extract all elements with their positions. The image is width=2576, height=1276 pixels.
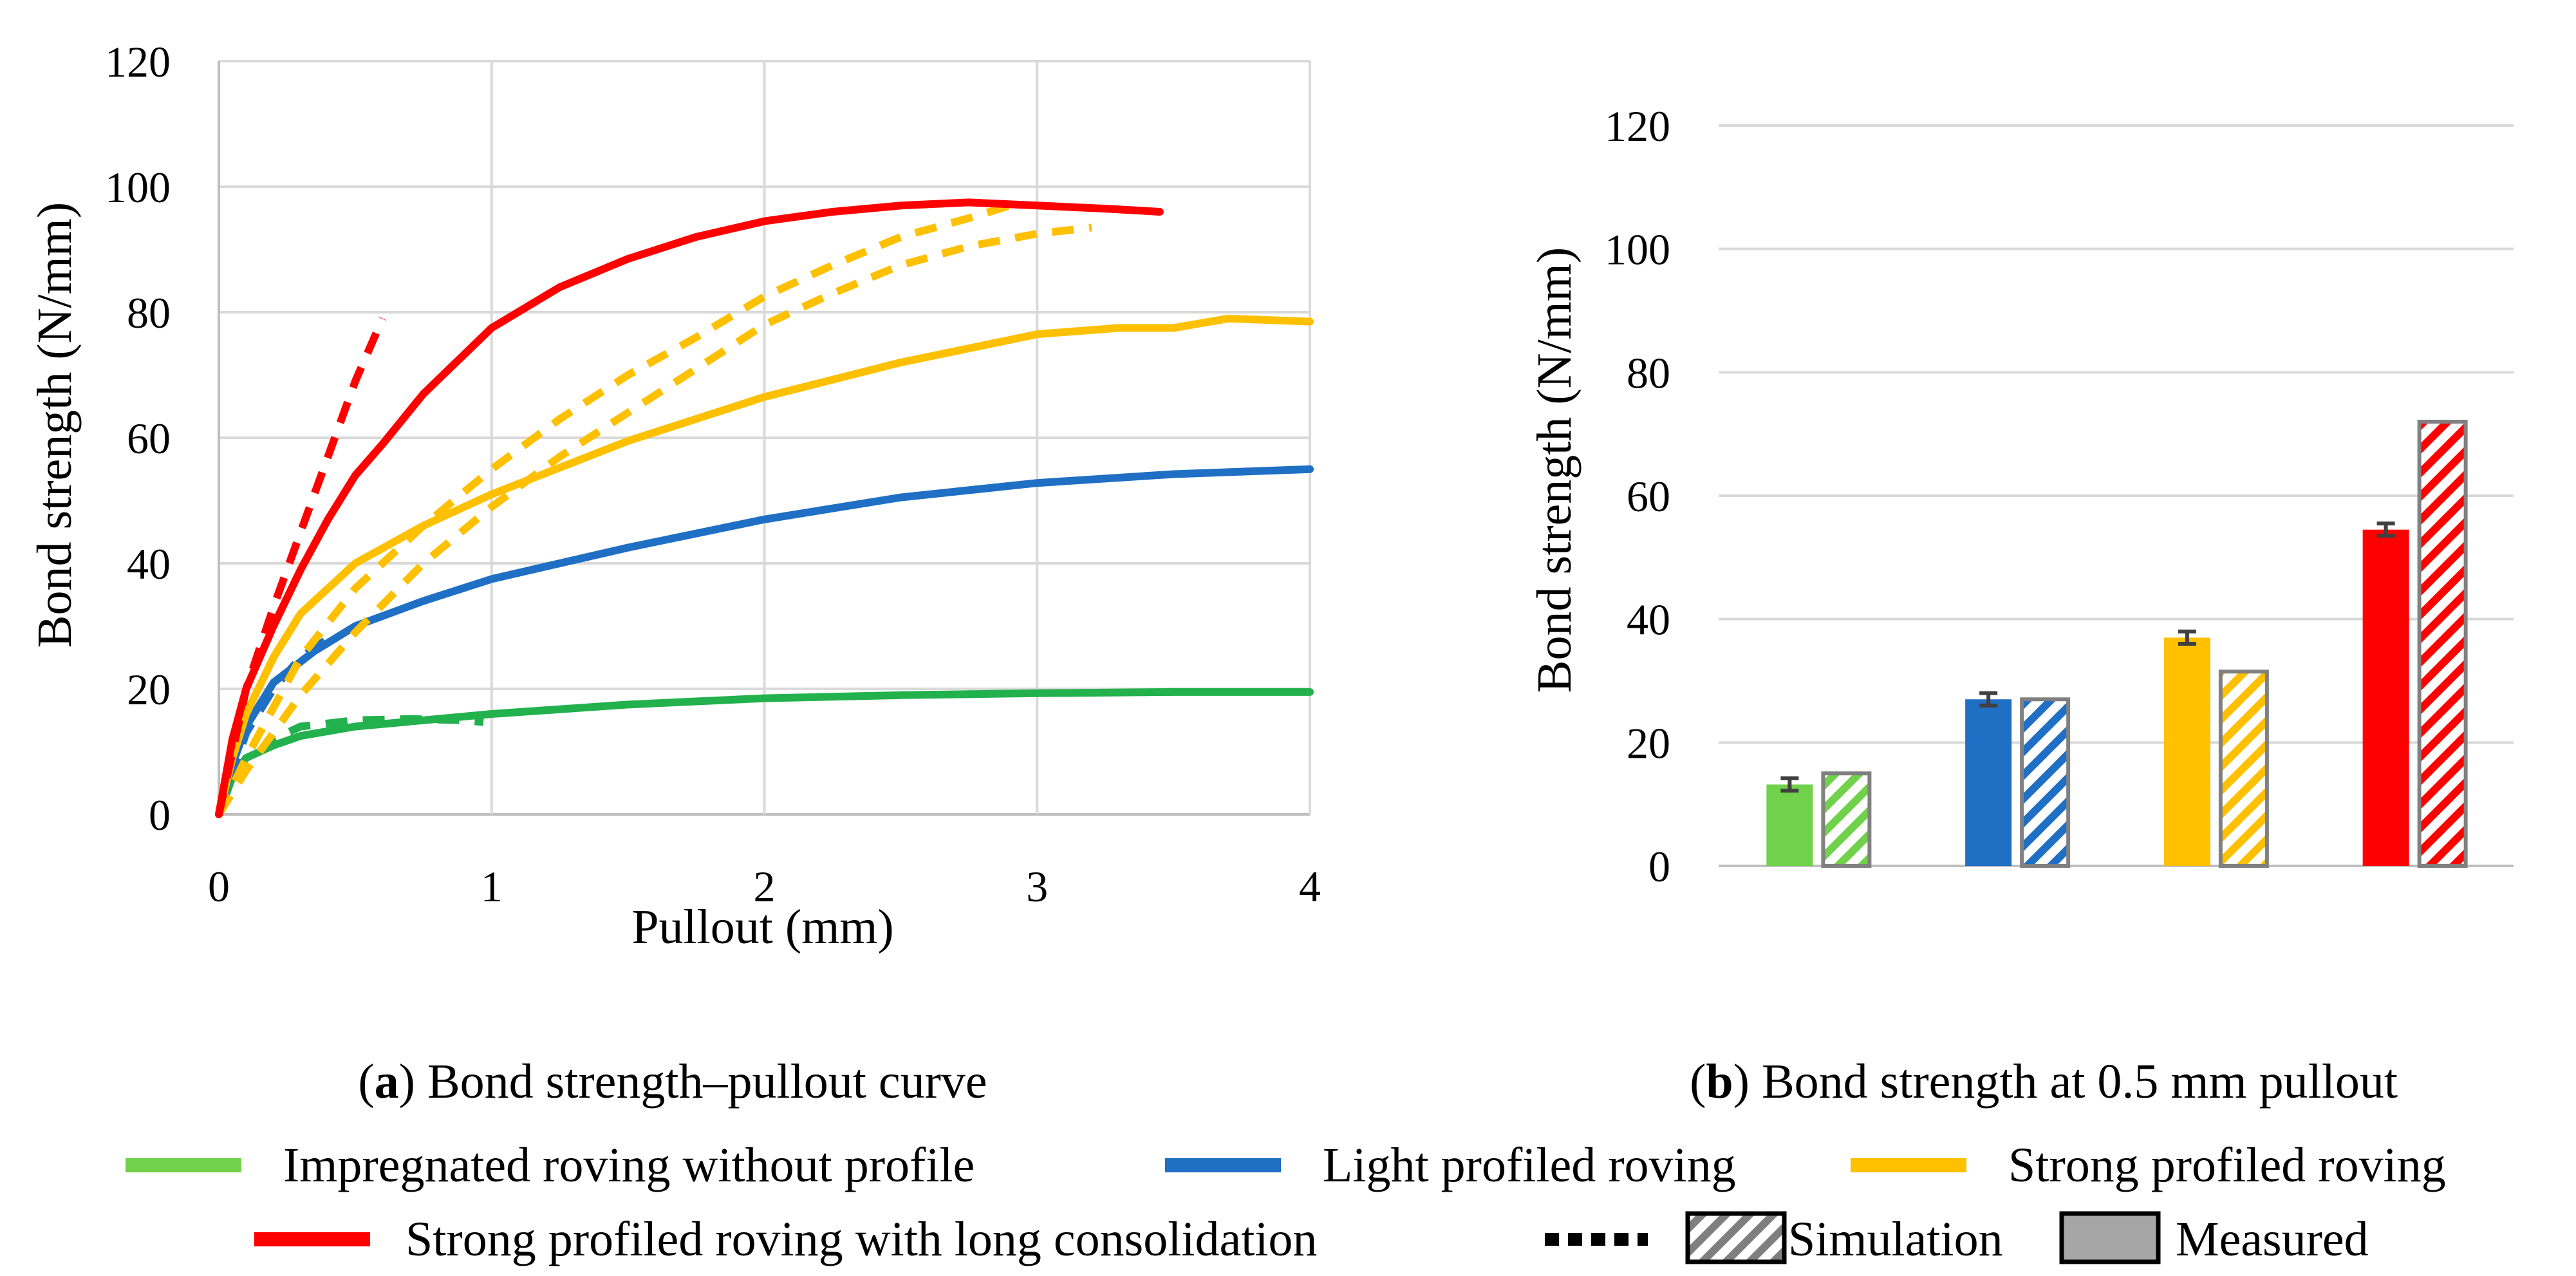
chart-b-y-tick-label: 40 bbox=[1627, 596, 1670, 644]
chart-b-bar-measured-1 bbox=[1965, 699, 2012, 866]
chart-b-y-tick-label: 60 bbox=[1627, 472, 1670, 521]
chart-b-error-bar-0 bbox=[1780, 776, 1799, 793]
chart-b-y-tick-label: 80 bbox=[1627, 348, 1670, 397]
chart-b-error-bar-1 bbox=[1979, 691, 1998, 708]
legend-label-strong-long: Strong profiled roving with long consoli… bbox=[406, 1212, 1317, 1266]
chart-b-y-tick-label: 100 bbox=[1605, 225, 1670, 274]
chart-a-y-tick-label: 20 bbox=[127, 665, 171, 714]
chart-a: 0 20 40 60 80 100 120 0 1 2 3 4 Pullout (mm) Bond s… bbox=[28, 37, 1321, 954]
chart-a-x-tick-label: 4 bbox=[1299, 862, 1321, 911]
caption-a-letter: a bbox=[375, 1055, 399, 1109]
chart-b-bar-measured-0 bbox=[1766, 784, 1813, 866]
chart-b-bar-simulation-3 bbox=[2417, 420, 2468, 868]
chart-b-bar-simulation-2 bbox=[2218, 670, 2269, 868]
chart-b: 0 20 40 60 80 100 120 Bond strength (N/mm) bbox=[1527, 102, 2514, 891]
caption-b-letter: b bbox=[1706, 1055, 1733, 1109]
legend: Impregnated roving without profile Light… bbox=[126, 1138, 2446, 1266]
chart-b-bar-simulation-1 bbox=[2020, 697, 2071, 868]
legend-label-impregnated: Impregnated roving without profile bbox=[283, 1138, 975, 1192]
caption-a-text: ) Bond strength–pullout curve bbox=[399, 1055, 987, 1109]
chart-a-series-line-6 bbox=[215, 223, 1092, 817]
chart-a-series-line-4 bbox=[215, 314, 1314, 818]
legend-label-light: Light profiled roving bbox=[1323, 1138, 1736, 1192]
caption-b: (b) Bond strength at 0.5 mm pullout bbox=[1690, 1055, 2398, 1109]
chart-a-gridlines bbox=[218, 60, 1311, 816]
chart-b-bar-simulation-0 bbox=[1821, 771, 1872, 868]
legend-label-simulation: Simulation bbox=[1788, 1212, 2003, 1266]
legend-label-strong: Strong profiled roving bbox=[2008, 1138, 2446, 1192]
chart-a-x-tick-label: 0 bbox=[208, 862, 230, 911]
chart-a-x-tick-label: 2 bbox=[754, 862, 776, 911]
legend-swatch-simulation bbox=[1685, 1211, 1787, 1264]
chart-a-y-tick-label: 0 bbox=[149, 791, 171, 840]
chart-a-series-line-5 bbox=[215, 202, 1011, 816]
chart-a-x-axis-title: Pullout (mm) bbox=[631, 900, 893, 954]
chart-a-x-tick-label: 1 bbox=[481, 862, 503, 911]
chart-a-tick-labels: 0 20 40 60 80 100 120 0 1 2 3 4 bbox=[105, 37, 1321, 911]
chart-a-y-tick-label: 100 bbox=[105, 163, 171, 212]
legend-label-measured: Measured bbox=[2176, 1212, 2369, 1266]
chart-b-y-axis-title: Bond strength (N/mm) bbox=[1527, 247, 1582, 693]
chart-a-y-tick-label: 40 bbox=[127, 539, 171, 588]
chart-a-series-line-2 bbox=[215, 465, 1314, 818]
chart-a-y-tick-label: 60 bbox=[127, 414, 171, 463]
chart-b-tick-labels: 0 20 40 60 80 100 120 bbox=[1605, 102, 1670, 891]
chart-b-y-tick-label: 20 bbox=[1627, 718, 1670, 767]
chart-a-x-tick-label: 3 bbox=[1026, 862, 1048, 911]
chart-a-series-line-8 bbox=[215, 317, 386, 816]
chart-a-y-axis-title: Bond strength (N/mm) bbox=[28, 202, 82, 648]
chart-b-y-tick-label: 120 bbox=[1605, 102, 1670, 151]
chart-b-error-bar-3 bbox=[2376, 521, 2395, 538]
chart-b-bar-measured-2 bbox=[2163, 637, 2210, 866]
chart-b-gridlines bbox=[1719, 124, 2514, 867]
caption-a: (a) Bond strength–pullout curve bbox=[358, 1055, 987, 1109]
chart-b-y-tick-label: 0 bbox=[1648, 842, 1670, 891]
chart-b-error-bar-2 bbox=[2178, 629, 2196, 646]
legend-swatch-measured bbox=[2059, 1211, 2161, 1264]
chart-a-series-lines bbox=[215, 198, 1314, 818]
chart-a-y-tick-label: 120 bbox=[105, 37, 171, 86]
chart-b-bars bbox=[1766, 420, 2468, 868]
chart-a-series-line-7 bbox=[215, 198, 1164, 818]
chart-a-y-tick-label: 80 bbox=[127, 288, 171, 337]
caption-b-text: ) Bond strength at 0.5 mm pullout bbox=[1733, 1055, 2398, 1109]
chart-b-bar-measured-3 bbox=[2362, 529, 2409, 866]
